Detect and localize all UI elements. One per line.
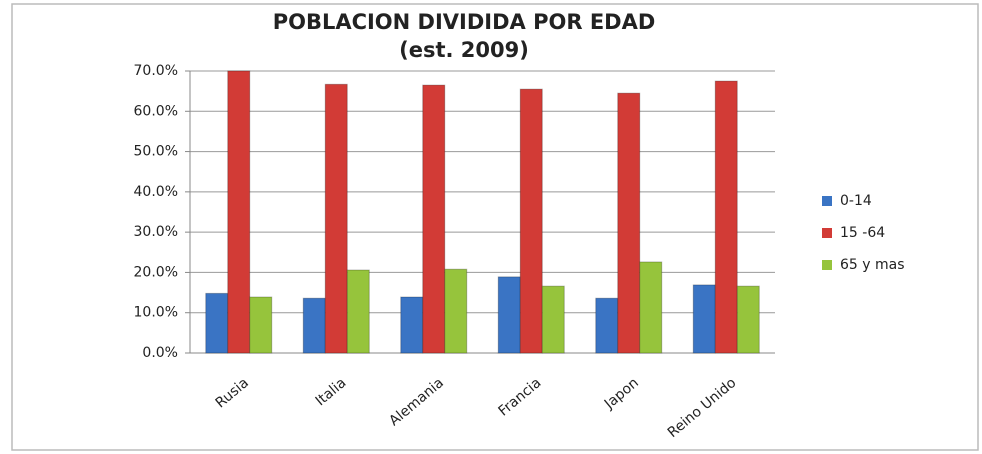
chart-frame [11, 3, 979, 451]
bar [595, 297, 619, 354]
bar [302, 297, 326, 354]
bar [497, 276, 521, 354]
bar [422, 84, 446, 354]
bar [692, 284, 716, 354]
bar [541, 285, 565, 354]
y-tick-label: 30.0% [134, 224, 178, 240]
bar [639, 261, 663, 354]
chart-title: POBLACION DIVIDIDA POR EDAD [273, 10, 656, 34]
legend-label: 0-14 [840, 193, 872, 209]
legend-swatch [822, 260, 832, 270]
bar [617, 92, 641, 354]
chart-subtitle: (est. 2009) [399, 38, 529, 62]
y-tick-label: 0.0% [142, 345, 178, 361]
bar [249, 296, 273, 354]
y-tick-label: 60.0% [134, 103, 178, 119]
legend-label: 65 y mas [840, 257, 905, 273]
bar [205, 292, 229, 354]
legend-swatch [822, 228, 832, 238]
bar [400, 296, 424, 354]
bar [519, 88, 543, 354]
y-tick-label: 10.0% [134, 305, 178, 321]
bar [346, 269, 370, 354]
y-tick-label: 70.0% [134, 63, 178, 79]
y-tick-label: 40.0% [134, 184, 178, 200]
legend-label: 15 -64 [840, 225, 885, 241]
bar [227, 70, 251, 354]
bar [714, 80, 738, 354]
legend-swatch [822, 196, 832, 206]
bar [736, 285, 760, 354]
y-tick-label: 20.0% [134, 264, 178, 280]
bar [444, 268, 468, 354]
bar [324, 83, 348, 354]
y-tick-label: 50.0% [134, 144, 178, 160]
